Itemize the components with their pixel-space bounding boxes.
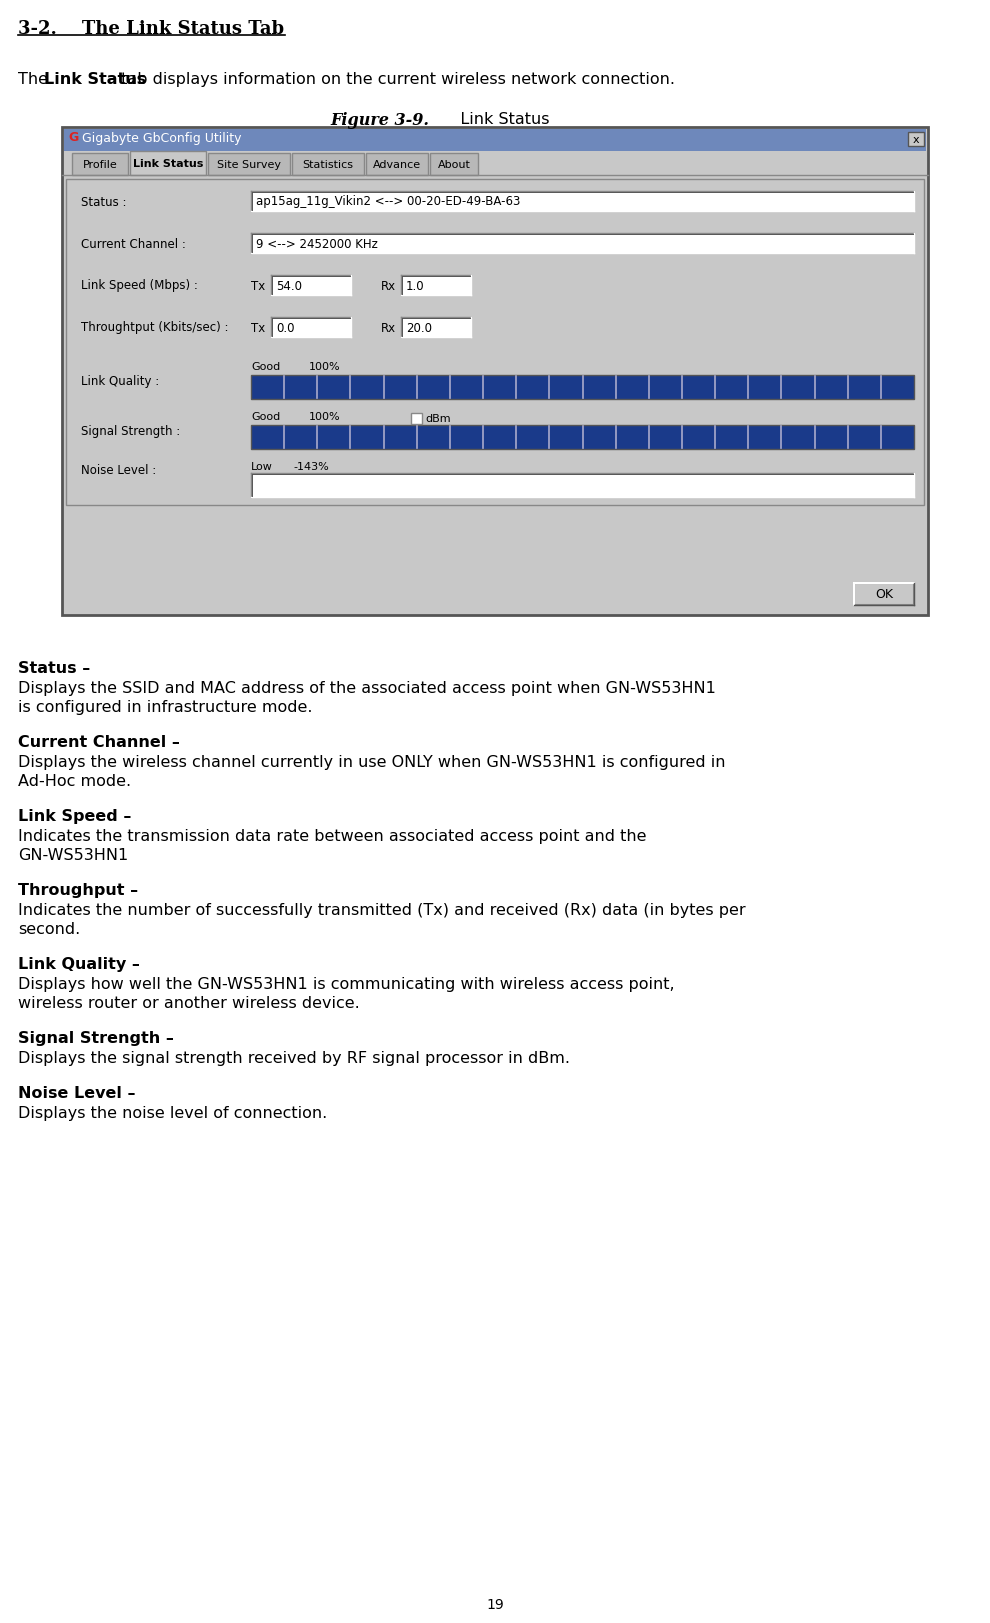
Text: Tx: Tx <box>251 279 265 292</box>
Text: Figure 3-9.: Figure 3-9. <box>330 112 429 128</box>
Text: Displays the wireless channel currently in use ONLY when GN-WS53HN1 is configure: Displays the wireless channel currently … <box>18 755 726 769</box>
Text: GN-WS53HN1: GN-WS53HN1 <box>18 847 129 862</box>
Text: 100%: 100% <box>309 412 341 422</box>
Text: Displays the SSID and MAC address of the associated access point when GN-WS53HN1: Displays the SSID and MAC address of the… <box>18 680 716 696</box>
Bar <box>62 128 928 615</box>
Text: Throughtput (Kbits/sec) :: Throughtput (Kbits/sec) : <box>81 321 229 334</box>
Text: The: The <box>18 71 53 88</box>
Text: tab displays information on the current wireless network connection.: tab displays information on the current … <box>116 71 675 88</box>
Text: x: x <box>913 135 920 144</box>
Text: Throughput –: Throughput – <box>18 883 139 898</box>
Text: About: About <box>438 161 470 170</box>
Text: Site Survey: Site Survey <box>217 161 281 170</box>
Text: Good: Good <box>251 412 280 422</box>
Text: Link Speed (Mbps) :: Link Speed (Mbps) : <box>81 279 198 292</box>
Text: Ad-Hoc mode.: Ad-Hoc mode. <box>18 774 131 789</box>
Text: Signal Strength :: Signal Strength : <box>81 425 180 438</box>
Text: -143%: -143% <box>293 461 329 472</box>
Bar <box>292 154 364 175</box>
Text: wireless router or another wireless device.: wireless router or another wireless devi… <box>18 995 359 1011</box>
Text: Displays how well the GN-WS53HN1 is communicating with wireless access point,: Displays how well the GN-WS53HN1 is comm… <box>18 977 674 992</box>
Bar <box>430 154 478 175</box>
Text: dBm: dBm <box>425 414 450 424</box>
Bar <box>401 318 471 338</box>
Bar <box>401 276 471 295</box>
Text: Link Status: Link Status <box>133 159 203 169</box>
Text: Status –: Status – <box>18 661 90 675</box>
Text: Signal Strength –: Signal Strength – <box>18 1031 174 1045</box>
Text: is configured in infrastructure mode.: is configured in infrastructure mode. <box>18 700 313 714</box>
Bar <box>208 154 290 175</box>
Text: 19: 19 <box>486 1597 504 1612</box>
Bar <box>64 130 926 153</box>
Bar <box>908 133 924 148</box>
Text: G: G <box>68 131 78 144</box>
Text: Link Quality :: Link Quality : <box>81 375 159 388</box>
Bar <box>271 318 351 338</box>
Text: Noise Level :: Noise Level : <box>81 463 156 476</box>
Text: Current Channel :: Current Channel : <box>81 237 186 250</box>
Text: Statistics: Statistics <box>303 161 353 170</box>
Text: Profile: Profile <box>82 161 118 170</box>
Text: Link Status: Link Status <box>445 112 549 127</box>
Text: 1.0: 1.0 <box>406 279 425 292</box>
Bar <box>130 153 206 175</box>
Text: second.: second. <box>18 922 80 936</box>
Bar <box>251 377 914 399</box>
Bar <box>854 584 914 605</box>
Text: 9 <--> 2452000 KHz: 9 <--> 2452000 KHz <box>256 237 378 250</box>
Bar <box>251 474 914 498</box>
Bar <box>251 192 914 213</box>
Bar <box>411 414 422 425</box>
Text: Good: Good <box>251 362 280 372</box>
Text: Current Channel –: Current Channel – <box>18 735 180 750</box>
Text: 3-2.    The Link Status Tab: 3-2. The Link Status Tab <box>18 19 284 37</box>
Text: Displays the noise level of connection.: Displays the noise level of connection. <box>18 1105 328 1120</box>
Text: Link Speed –: Link Speed – <box>18 808 132 823</box>
Text: Noise Level –: Noise Level – <box>18 1086 136 1100</box>
Text: Advance: Advance <box>373 161 421 170</box>
Text: 100%: 100% <box>309 362 341 372</box>
Text: Link Quality –: Link Quality – <box>18 956 140 972</box>
Text: Low: Low <box>251 461 273 472</box>
Text: 54.0: 54.0 <box>276 279 302 292</box>
Bar <box>66 180 924 506</box>
Bar <box>271 276 351 295</box>
Text: Displays the signal strength received by RF signal processor in dBm.: Displays the signal strength received by… <box>18 1050 570 1065</box>
Text: Indicates the number of successfully transmitted (Tx) and received (Rx) data (in: Indicates the number of successfully tra… <box>18 902 745 917</box>
Bar <box>251 234 914 253</box>
Text: Rx: Rx <box>381 279 396 292</box>
Text: Rx: Rx <box>381 321 396 334</box>
Text: OK: OK <box>875 588 893 601</box>
Bar <box>251 425 914 450</box>
Text: Link Status: Link Status <box>44 71 147 88</box>
Text: Tx: Tx <box>251 321 265 334</box>
Bar <box>366 154 428 175</box>
Text: 20.0: 20.0 <box>406 321 432 334</box>
Text: Gigabyte GbConfig Utility: Gigabyte GbConfig Utility <box>82 131 242 144</box>
Text: 0.0: 0.0 <box>276 321 294 334</box>
Text: Status :: Status : <box>81 195 127 208</box>
Text: Indicates the transmission data rate between associated access point and the: Indicates the transmission data rate bet… <box>18 828 646 844</box>
Text: ap15ag_11g_Vikin2 <--> 00-20-ED-49-BA-63: ap15ag_11g_Vikin2 <--> 00-20-ED-49-BA-63 <box>256 195 521 208</box>
Bar <box>72 154 128 175</box>
